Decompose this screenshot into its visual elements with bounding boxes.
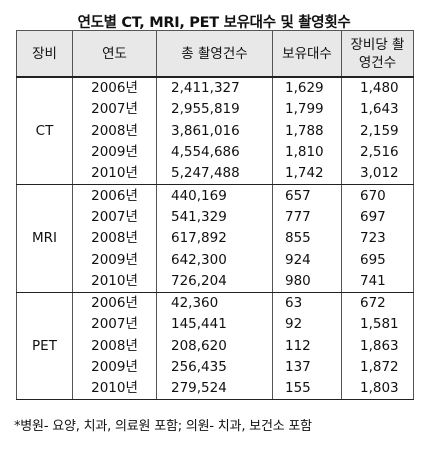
table-title: 연도별 CT, MRI, PET 보유대수 및 촬영횟수: [77, 15, 351, 31]
table-row: 2008년 3,861,016 1,788 2,159: [17, 120, 414, 142]
total-scans-cell: 279,524: [156, 378, 273, 401]
scans-per-unit-cell: 2,516: [341, 141, 414, 164]
scans-per-unit-cell: 695: [341, 249, 414, 271]
table-row: 2008년 208,620 112 1,863: [17, 335, 414, 357]
total-scans-cell: 42,360: [156, 292, 273, 315]
table-row: 2007년 541,329 777 697: [17, 206, 414, 229]
units-owned-cell: 1,629: [272, 77, 342, 100]
footnote: *병원- 요양, 치과, 의료원 포함; 의원- 치과, 보건소 포함: [14, 419, 312, 434]
table-row: 2009년 256,435 137 1,872: [17, 356, 414, 379]
scans-per-unit-cell: 2,159: [341, 120, 414, 142]
header-total-scans: 총 촬영건수: [156, 30, 273, 78]
scans-per-unit-cell: 697: [341, 206, 414, 229]
scans-per-unit-cell: 1,480: [341, 77, 414, 100]
units-owned-cell: 155: [272, 378, 342, 401]
total-scans-cell: 541,329: [156, 206, 273, 229]
scans-per-unit-cell: 723: [341, 228, 414, 250]
data-table: 장비 연도 총 촬영건수 보유대수 장비당 촬 영건수 CT 2006년 2,411,…: [16, 30, 414, 401]
scans-per-unit-cell: 1,803: [341, 378, 414, 401]
equipment-cell: PET: [16, 292, 73, 401]
units-owned-cell: 112: [272, 335, 342, 357]
equipment-cell: CT: [16, 77, 73, 186]
table-row: 2008년 617,892 855 723: [17, 228, 414, 250]
total-scans-cell: 208,620: [156, 335, 273, 357]
total-scans-cell: 145,441: [156, 314, 273, 336]
year-cell: 2007년: [72, 99, 157, 121]
scans-per-unit-cell: 3,012: [341, 163, 414, 186]
header-year: 연도: [72, 30, 157, 78]
table-row: 2010년 726,204 980 741: [17, 270, 414, 293]
units-owned-cell: 777: [272, 206, 342, 229]
year-cell: 2009년: [72, 249, 157, 271]
total-scans-cell: 2,411,327: [156, 77, 273, 100]
header-scans-per-unit-line2: 영건수: [358, 54, 397, 71]
year-cell: 2008년: [72, 335, 157, 357]
year-cell: 2009년: [72, 356, 157, 379]
header-scans-per-unit: 장비당 촬 영건수: [341, 30, 414, 78]
table-row: MRI 2006년 440,169 657 670: [16, 184, 414, 293]
table-row: 2007년 145,441 92 1,581: [17, 314, 414, 336]
units-owned-cell: 980: [272, 270, 342, 293]
total-scans-cell: 256,435: [156, 356, 273, 379]
scans-per-unit-cell: 1,581: [341, 314, 414, 336]
header-scans-per-unit-line1: 장비당 촬: [350, 36, 405, 53]
total-scans-cell: 440,169: [156, 184, 273, 207]
year-cell: 2010년: [72, 378, 157, 401]
total-scans-cell: 3,861,016: [156, 120, 273, 142]
year-cell: 2010년: [72, 163, 157, 186]
units-owned-cell: 855: [272, 228, 342, 250]
table-row: PET 2006년 42,360 63 672: [16, 292, 414, 401]
units-owned-cell: 1,799: [272, 99, 342, 121]
year-cell: 2006년: [72, 292, 157, 315]
total-scans-cell: 5,247,488: [156, 163, 273, 186]
total-scans-cell: 726,204: [156, 270, 273, 293]
scans-per-unit-cell: 670: [341, 184, 414, 207]
table-row: 2010년 5,247,488 1,742 3,012: [17, 163, 414, 186]
table-row: 2009년 642,300 924 695: [17, 249, 414, 271]
header-units-owned: 보유대수: [272, 30, 342, 78]
table-row: CT 2006년 2,411,327 1,629 1,480: [16, 77, 414, 186]
table-body: CT 2006년 2,411,327 1,629 1,480 2007년 2,955,819…: [16, 77, 414, 401]
units-owned-cell: 1,742: [272, 163, 342, 186]
header-row: 장비 연도 총 촬영건수 보유대수 장비당 촬 영건수: [16, 30, 414, 78]
table-row: 2009년 4,554,686 1,810 2,516: [17, 141, 414, 164]
year-cell: 2006년: [72, 184, 157, 207]
table-row: 2010년 279,524 155 1,803: [17, 378, 414, 401]
units-owned-cell: 137: [272, 356, 342, 379]
units-owned-cell: 1,788: [272, 120, 342, 142]
year-cell: 2009년: [72, 141, 157, 164]
year-cell: 2007년: [72, 314, 157, 336]
units-owned-cell: 924: [272, 249, 342, 271]
total-scans-cell: 617,892: [156, 228, 273, 250]
units-owned-cell: 63: [272, 292, 342, 315]
table-row: 2007년 2,955,819 1,799 1,643: [17, 99, 414, 121]
scans-per-unit-cell: 1,863: [341, 335, 414, 357]
units-owned-cell: 1,810: [272, 141, 342, 164]
scans-per-unit-cell: 741: [341, 270, 414, 293]
total-scans-cell: 2,955,819: [156, 99, 273, 121]
year-cell: 2008년: [72, 120, 157, 142]
year-cell: 2007년: [72, 206, 157, 229]
total-scans-cell: 642,300: [156, 249, 273, 271]
year-cell: 2010년: [72, 270, 157, 293]
total-scans-cell: 4,554,686: [156, 141, 273, 164]
scans-per-unit-cell: 672: [341, 292, 414, 315]
year-cell: 2006년: [72, 77, 157, 100]
scans-per-unit-cell: 1,643: [341, 99, 414, 121]
equipment-cell: MRI: [16, 184, 73, 293]
units-owned-cell: 92: [272, 314, 342, 336]
units-owned-cell: 657: [272, 184, 342, 207]
header-equipment: 장비: [16, 30, 73, 78]
scans-per-unit-cell: 1,872: [341, 356, 414, 379]
year-cell: 2008년: [72, 228, 157, 250]
